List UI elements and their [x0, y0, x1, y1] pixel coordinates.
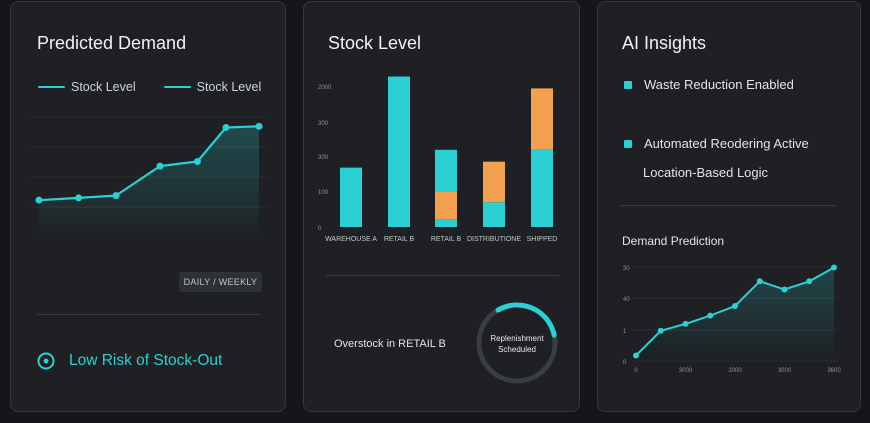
legend-label: Stock Level — [196, 80, 262, 94]
divider — [37, 314, 261, 315]
legend-label: Stock Level — [71, 80, 136, 94]
bar-segment — [531, 88, 553, 150]
bullet-icon — [624, 80, 632, 89]
replenishment-label: Replenishment Scheduled — [479, 333, 555, 355]
replenishment-ring — [476, 302, 558, 384]
x-tick-label: 3000 — [679, 368, 693, 374]
y-tick-label: 0 — [318, 226, 322, 232]
x-tick-label: 3000 — [778, 368, 792, 374]
y-tick-label: 40 — [623, 297, 630, 303]
data-point — [682, 320, 689, 327]
demand-prediction-chart: 30 40 1 0 0 3000 2000 3000 3600 — [623, 264, 841, 374]
y-tick-label: 30 — [623, 266, 630, 272]
y-tick-label: 1 — [623, 329, 627, 335]
bar-segment — [388, 76, 410, 228]
x-tick-label: RETAIL B — [431, 236, 462, 243]
legend-line-icon — [163, 86, 191, 88]
x-tick-label: 0 — [634, 368, 638, 374]
data-point — [75, 194, 83, 202]
ai-insights-card: AI Insights Waste Reduction Enabled Auto… — [597, 1, 861, 412]
x-tick-label: 2000 — [728, 368, 742, 374]
data-point — [831, 264, 837, 271]
bar-segment — [531, 149, 553, 227]
y-tick-label: 100 — [318, 190, 329, 196]
x-tick-label: 3600 — [827, 368, 841, 374]
x-tick-label: WAREHOUSE A — [325, 236, 377, 243]
demand-prediction-title: Demand Prediction — [622, 234, 725, 248]
divider — [326, 275, 559, 276]
data-point — [35, 196, 43, 204]
area-fill — [636, 267, 834, 361]
data-point — [707, 312, 714, 319]
legend-item: Stock Level — [163, 80, 262, 94]
legend-item: Stock Level — [38, 80, 136, 94]
insight-label: Automated Reodering Active — [644, 136, 809, 151]
data-point — [781, 286, 788, 293]
data-point — [732, 303, 738, 309]
predicted-demand-title: Predicted Demand — [37, 33, 187, 53]
x-tick-label: RETAIL B — [384, 236, 415, 243]
x-tick-label: DISTRIBUTIONE — [467, 236, 521, 243]
bullet-icon — [624, 139, 632, 148]
stock-level-card: Stock Level 2000 300 300 100 0 WAREHOUSE A RET… — [303, 1, 580, 412]
risk-text: Low Risk of Stock-Out — [69, 352, 223, 369]
y-tick-label: 300 — [318, 121, 329, 127]
data-point — [193, 158, 201, 166]
data-point — [657, 327, 664, 334]
data-point — [806, 278, 813, 285]
bar-segment — [483, 202, 505, 227]
stock-level-title: Stock Level — [328, 33, 422, 53]
insight-item: Automated Reodering Active — [624, 136, 809, 151]
daily-weekly-toggle[interactable]: DAILY / WEEKLY — [179, 272, 262, 292]
y-tick-label: 300 — [318, 155, 329, 161]
predicted-demand-card: Predicted Demand Stock Level Stock Level… — [10, 1, 286, 412]
data-point — [255, 122, 263, 130]
demand-legend: Stock Level Stock Level — [38, 80, 261, 94]
ai-insights-title: AI Insights — [622, 33, 707, 53]
bar-segment — [435, 149, 457, 192]
insight-label: Waste Reduction Enabled — [644, 77, 794, 92]
divider — [620, 205, 836, 206]
data-point — [112, 192, 120, 200]
data-point — [756, 278, 763, 285]
data-point — [633, 352, 639, 359]
y-tick-label: 0 — [623, 360, 627, 366]
risk-status: Low Risk of Stock-Out — [37, 352, 222, 370]
bar-segment — [340, 167, 362, 227]
demand-line-chart — [31, 116, 269, 242]
x-tick-label: SHIPPED — [527, 236, 558, 243]
target-icon — [37, 352, 55, 370]
insight-item: Waste Reduction Enabled — [624, 77, 794, 92]
bar-segment — [483, 161, 505, 203]
area-fill — [39, 126, 259, 242]
ring-line-2: Scheduled — [498, 345, 536, 354]
bar-segment — [435, 219, 457, 227]
data-point — [222, 123, 230, 131]
insight-item: Location-Based Logic — [643, 165, 769, 180]
bar-segment — [435, 191, 457, 220]
data-point — [156, 162, 164, 170]
overstock-text: Overstock in RETAIL B — [334, 338, 446, 350]
y-tick-label: 2000 — [318, 85, 332, 91]
legend-line-icon — [38, 86, 65, 88]
ring-line-1: Replenishment — [490, 334, 544, 343]
